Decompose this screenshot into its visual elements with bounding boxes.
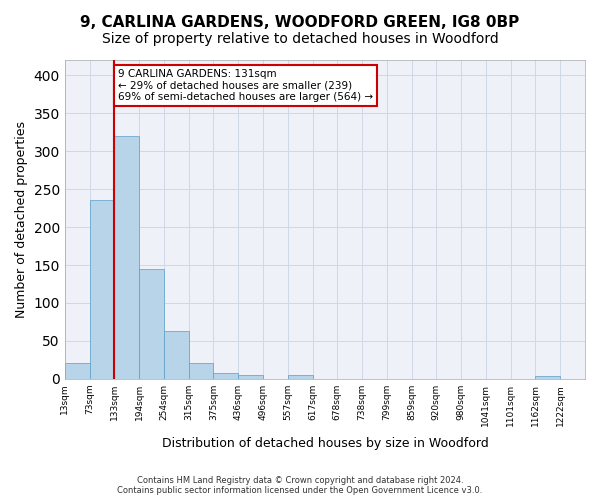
X-axis label: Distribution of detached houses by size in Woodford: Distribution of detached houses by size …	[161, 437, 488, 450]
Text: 9, CARLINA GARDENS, WOODFORD GREEN, IG8 0BP: 9, CARLINA GARDENS, WOODFORD GREEN, IG8 …	[80, 15, 520, 30]
Bar	[115, 136, 139, 379]
Bar	[164, 331, 188, 379]
Bar	[238, 375, 263, 379]
Text: Size of property relative to detached houses in Woodford: Size of property relative to detached ho…	[101, 32, 499, 46]
Text: 9 CARLINA GARDENS: 131sqm
← 29% of detached houses are smaller (239)
69% of semi: 9 CARLINA GARDENS: 131sqm ← 29% of detac…	[118, 69, 373, 102]
Y-axis label: Number of detached properties: Number of detached properties	[15, 121, 28, 318]
Bar	[139, 269, 164, 379]
Bar	[65, 363, 89, 379]
Bar	[214, 373, 238, 379]
Bar	[535, 376, 560, 379]
Bar	[89, 200, 115, 379]
Bar	[288, 375, 313, 379]
Text: Contains HM Land Registry data © Crown copyright and database right 2024.
Contai: Contains HM Land Registry data © Crown c…	[118, 476, 482, 495]
Bar	[188, 363, 214, 379]
